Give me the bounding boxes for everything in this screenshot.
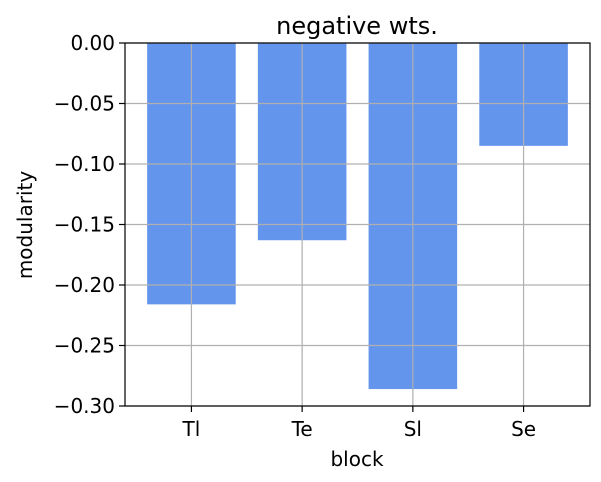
y-tick-label: −0.05 — [54, 92, 115, 116]
chart-title: negative wts. — [276, 12, 438, 40]
y-axis-label: modularity — [13, 171, 37, 280]
x-tick-label-Tl: Tl — [182, 417, 201, 441]
y-tick-label: −0.20 — [54, 273, 115, 297]
y-tick-label: 0.00 — [70, 31, 115, 55]
y-tick-label: −0.25 — [54, 334, 115, 358]
bars — [147, 43, 568, 390]
y-axis-ticks: 0.00 −0.05 −0.10 −0.15 −0.20 −0.25 −0.30 — [54, 31, 125, 418]
plot-frame — [124, 42, 591, 407]
x-tick-label-Sl: Sl — [404, 417, 422, 441]
x-tick-label-Te: Te — [291, 417, 313, 441]
y-tick-label: −0.10 — [54, 152, 115, 176]
y-tick-label: −0.15 — [54, 213, 115, 237]
y-tick-label: −0.30 — [54, 394, 115, 418]
x-axis-label: block — [330, 447, 383, 471]
x-tick-label-Se: Se — [511, 417, 536, 441]
x-axis-ticks: Tl Te Sl Se — [182, 406, 536, 441]
